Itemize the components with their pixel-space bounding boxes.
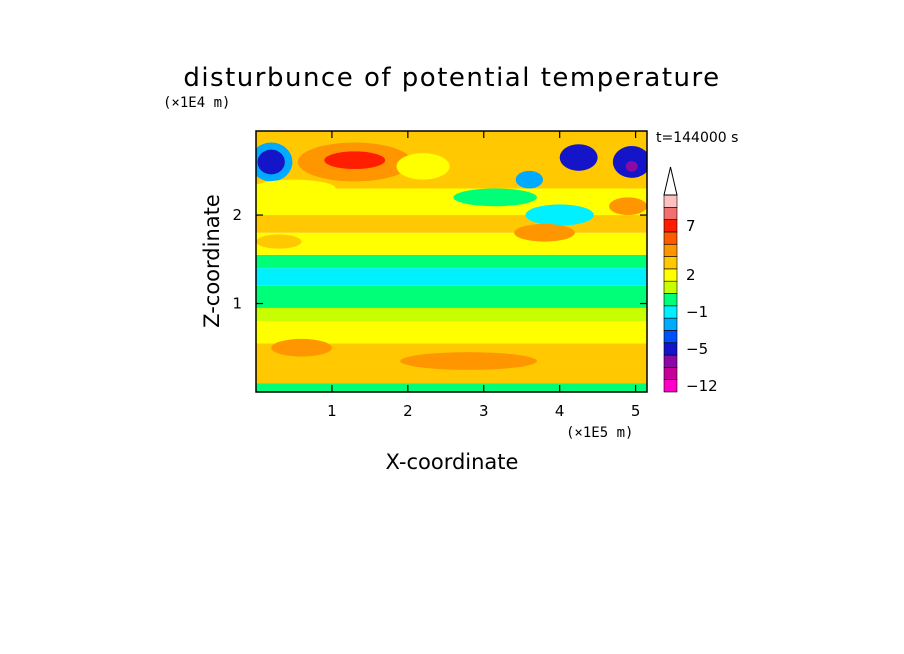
- colorbar-swatch: [663, 305, 678, 319]
- field-feature: [400, 352, 537, 370]
- plot-area: [255, 130, 648, 393]
- x-axis: 1 2 3 4 5: [327, 131, 640, 420]
- time-label: t=144000 s: [656, 130, 738, 146]
- colorbar-label: −12: [686, 377, 718, 395]
- field-feature: [256, 179, 336, 198]
- field-feature: [514, 223, 575, 242]
- field-feature: [625, 161, 638, 172]
- plot-frame: [255, 130, 648, 393]
- chart-title: disturbunce of potential temperature: [183, 63, 720, 93]
- colorbar-swatch: [663, 354, 678, 368]
- colorbar-swatch: [663, 367, 678, 380]
- field-band: [256, 307, 647, 322]
- x-tick-label: 1: [327, 402, 337, 420]
- field-feature: [609, 197, 647, 216]
- field-band: [256, 254, 647, 269]
- field-feature: [271, 338, 332, 357]
- colorbar-extend-arrow: [663, 166, 678, 196]
- field-feature: [396, 153, 450, 180]
- colorbar-swatch: [663, 194, 678, 208]
- field-feature: [453, 188, 537, 207]
- x-axis-label: X-coordinate: [386, 450, 519, 474]
- colorbar-swatch: [663, 293, 678, 307]
- x-unit-label: (×1E5 m): [566, 425, 633, 441]
- y-axis: 12: [232, 206, 647, 313]
- colorbar-swatch: [663, 317, 678, 331]
- colorbar-swatch: [663, 268, 678, 282]
- colorbar-swatch: [663, 330, 678, 344]
- y-axis-label: Z-coordinate: [200, 194, 224, 328]
- field-feature: [257, 149, 285, 175]
- y-tick-label: 2: [232, 206, 242, 224]
- field-feature: [525, 204, 594, 226]
- colorbar-swatch: [663, 280, 678, 294]
- x-tick-label: 2: [403, 402, 413, 420]
- y-unit-label: (×1E4 m): [163, 95, 230, 111]
- field-band: [256, 365, 647, 384]
- colorbar-swatch: [663, 256, 678, 270]
- colorbar-label: −1: [686, 303, 708, 321]
- colorbar-label: 2: [686, 266, 696, 284]
- field-band: [256, 268, 647, 286]
- colorbar-swatch: [663, 243, 678, 257]
- field-band: [256, 232, 647, 255]
- heatmap-field: [256, 131, 647, 392]
- field-band: [256, 321, 647, 344]
- field-feature: [324, 151, 386, 170]
- colorbar-label: −5: [686, 340, 708, 358]
- colorbar-swatch: [663, 219, 678, 233]
- field-feature: [515, 170, 543, 189]
- colorbar-swatch: [663, 207, 678, 220]
- field-feature: [559, 144, 598, 171]
- field-feature: [256, 234, 302, 249]
- field-band: [256, 285, 647, 308]
- y-tick-label: 1: [232, 295, 242, 313]
- colorbar-swatch: [663, 231, 678, 245]
- x-tick-label: 3: [479, 402, 489, 420]
- colorbar-label: 7: [686, 217, 696, 235]
- field-band: [256, 383, 647, 392]
- x-tick-label: 5: [631, 402, 641, 420]
- colorbar: 7 2 −1 −5 −12: [663, 166, 718, 395]
- x-tick-label: 4: [555, 402, 565, 420]
- colorbar-swatch: [663, 379, 678, 393]
- colorbar-swatch: [663, 342, 678, 356]
